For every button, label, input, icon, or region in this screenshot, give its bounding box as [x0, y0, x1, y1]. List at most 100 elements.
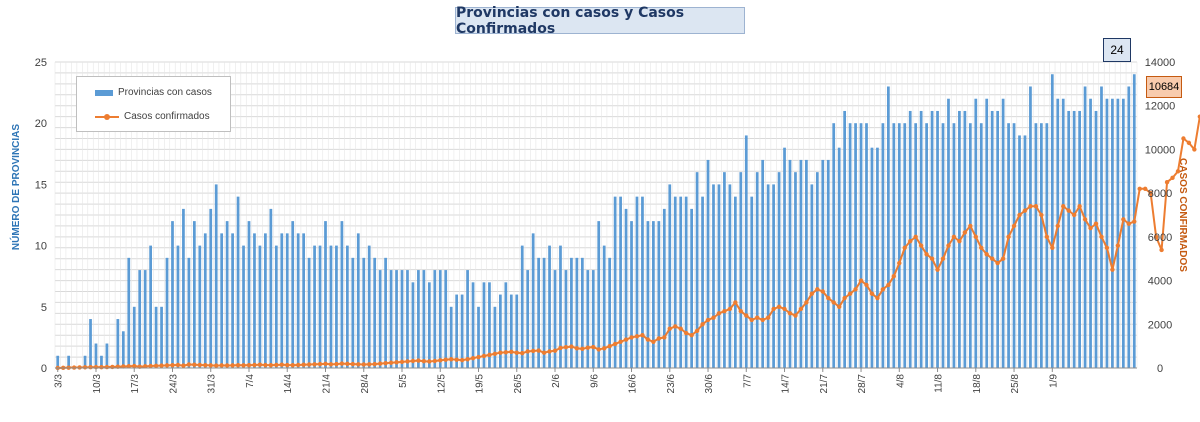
bar — [515, 294, 519, 368]
point — [902, 245, 907, 250]
y-tick-label: 0 — [41, 363, 47, 375]
point — [700, 322, 705, 327]
point — [918, 243, 924, 248]
point — [142, 364, 148, 369]
bar — [1127, 86, 1131, 368]
point — [1175, 169, 1181, 174]
x-tick-label: 26/5 — [513, 374, 524, 394]
point — [908, 239, 913, 244]
bar — [433, 270, 437, 368]
point — [979, 245, 984, 250]
point — [536, 348, 541, 353]
bar — [1012, 123, 1016, 368]
bar — [143, 270, 147, 368]
point — [312, 362, 317, 367]
y-tick-label: 10 — [35, 241, 47, 253]
point — [394, 360, 399, 365]
bar — [395, 270, 398, 368]
point — [421, 359, 427, 364]
point — [257, 362, 263, 367]
bar — [635, 196, 639, 368]
bar — [417, 270, 420, 368]
point — [853, 287, 858, 292]
point — [443, 357, 448, 362]
point — [634, 334, 640, 339]
point — [673, 324, 678, 329]
bar — [553, 270, 557, 368]
point — [973, 234, 978, 240]
point — [159, 363, 164, 368]
bar — [373, 257, 377, 368]
bar — [285, 233, 289, 368]
bar — [307, 257, 311, 368]
point — [727, 306, 733, 312]
bar — [165, 257, 169, 368]
point — [1132, 219, 1137, 224]
point — [645, 337, 651, 342]
y2-tick-label: 8000 — [1148, 188, 1172, 200]
point — [1115, 243, 1121, 248]
point — [989, 256, 995, 261]
bar — [378, 270, 382, 368]
point — [405, 359, 410, 364]
point — [1077, 204, 1082, 209]
legend-item-provincias: Provincias con casos — [95, 87, 212, 98]
bar — [1040, 123, 1043, 368]
bar — [1100, 86, 1103, 368]
point — [607, 343, 612, 349]
point — [290, 362, 295, 368]
point — [1071, 212, 1077, 218]
bar — [132, 306, 136, 368]
point — [1066, 208, 1071, 213]
bar — [690, 208, 693, 368]
bar — [504, 282, 508, 368]
bar — [444, 270, 448, 368]
bar — [280, 233, 284, 368]
point — [219, 363, 224, 368]
point — [563, 345, 569, 350]
legend: Provincias con casos Casos confirmados — [76, 76, 231, 132]
bar — [313, 245, 316, 368]
bar — [548, 245, 551, 368]
bar — [1034, 123, 1038, 368]
point — [306, 362, 312, 367]
point — [946, 243, 951, 248]
bar — [389, 270, 393, 368]
bar — [591, 270, 595, 368]
bar — [1045, 123, 1049, 368]
point — [279, 362, 284, 367]
bar — [750, 196, 754, 368]
annotation-last-provinces: 24 — [1103, 38, 1131, 62]
point — [427, 359, 432, 364]
point — [815, 287, 820, 292]
chart-title: Provincias con casos y Casos Confirmados — [455, 5, 745, 37]
bar — [701, 196, 704, 368]
x-tick-label: 5/5 — [398, 374, 409, 388]
bar — [351, 257, 355, 368]
point — [1148, 190, 1153, 196]
bar — [258, 245, 262, 368]
point — [640, 333, 645, 338]
point — [132, 363, 137, 369]
x-tick-label: 18/8 — [972, 374, 983, 394]
bar — [668, 184, 672, 368]
bar — [482, 282, 486, 368]
y2-tick-label: 6000 — [1148, 232, 1172, 244]
bar — [253, 233, 256, 368]
point — [897, 260, 902, 266]
bar — [881, 123, 885, 368]
bar — [340, 221, 344, 368]
x-tick-label: 14/4 — [283, 374, 294, 394]
y2-axis-label: CASOS CONFIRMADOS — [1177, 158, 1188, 272]
point — [361, 362, 366, 367]
bar — [1061, 98, 1065, 368]
bar — [673, 196, 677, 368]
bar — [1056, 98, 1060, 368]
bar — [761, 159, 765, 368]
bar — [783, 147, 786, 368]
bar — [706, 159, 710, 368]
point — [246, 362, 252, 368]
bar — [466, 270, 469, 368]
legend-swatch-line — [95, 113, 119, 120]
bar — [83, 355, 87, 368]
